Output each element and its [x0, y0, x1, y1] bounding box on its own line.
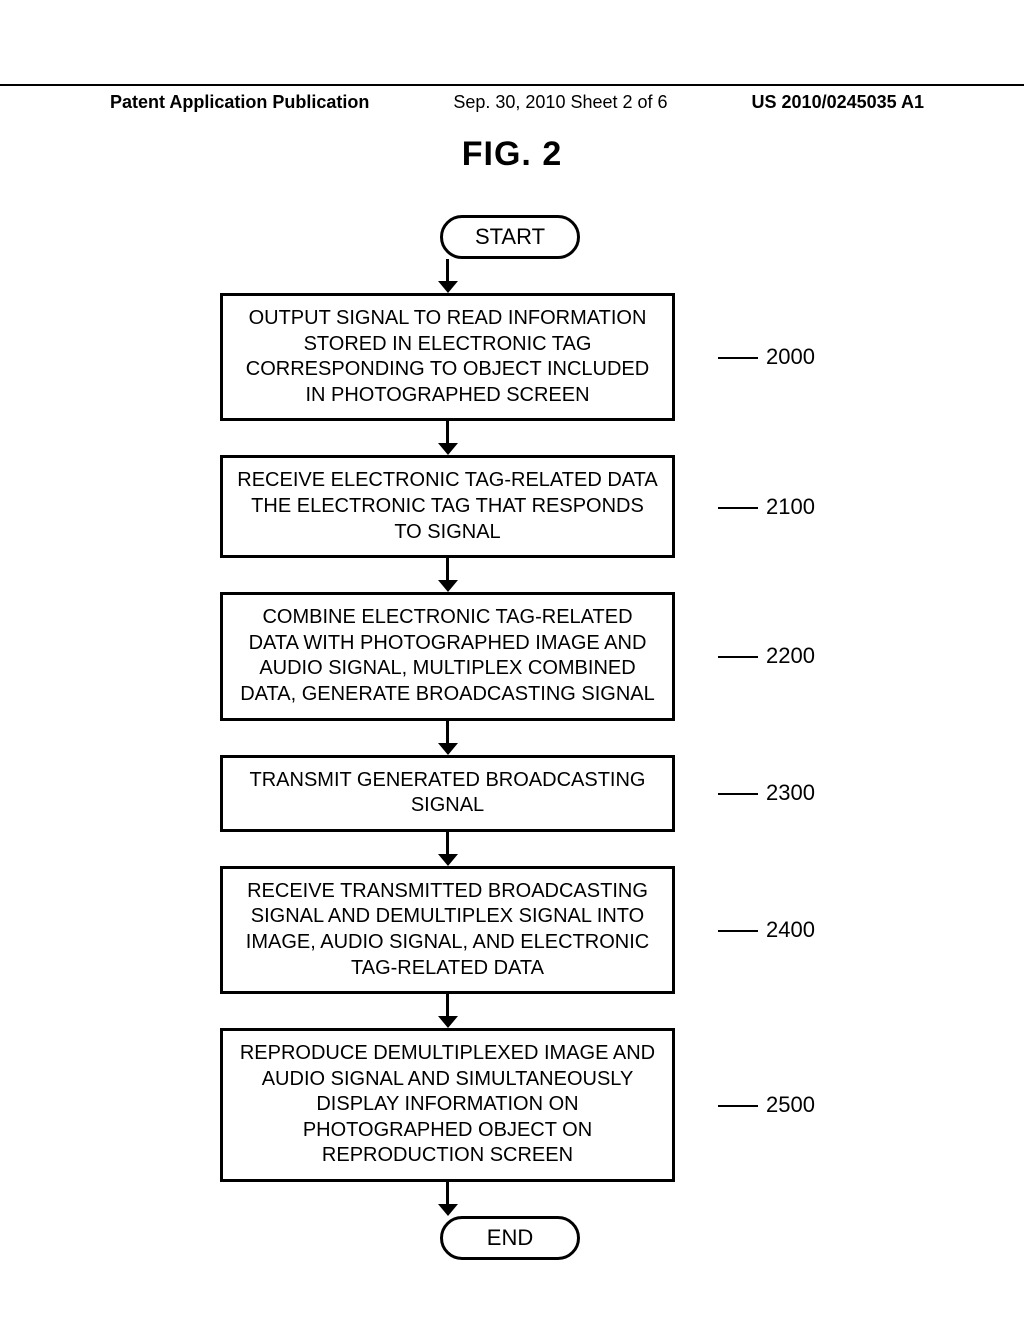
terminator-end-label: END [487, 1225, 533, 1251]
arrow [195, 558, 825, 592]
figure-title: FIG. 2 [0, 135, 1024, 174]
reference-numeral: 2100 [766, 494, 825, 520]
process-box: REPRODUCE DEMULTIPLEXED IMAGE AND AUDIO … [220, 1028, 675, 1182]
step-row: REPRODUCE DEMULTIPLEXED IMAGE AND AUDIO … [195, 1028, 825, 1182]
step-row: COMBINE ELECTRONIC TAG-RELATED DATA WITH… [195, 592, 825, 720]
reference-numeral: 2400 [766, 917, 825, 943]
reference-numeral: 2200 [766, 643, 825, 669]
step-row: RECEIVE ELECTRONIC TAG-RELATED DATA THE … [195, 455, 825, 558]
terminator-start-label: START [475, 224, 545, 250]
step-row: RECEIVE TRANSMITTED BROADCASTING SIGNAL … [195, 866, 825, 994]
process-box: RECEIVE TRANSMITTED BROADCASTING SIGNAL … [220, 866, 675, 994]
arrow [195, 421, 825, 455]
arrow [195, 1182, 825, 1216]
arrow [195, 994, 825, 1028]
process-box: OUTPUT SIGNAL TO READ INFORMATION STORED… [220, 293, 675, 421]
process-box: COMBINE ELECTRONIC TAG-RELATED DATA WITH… [220, 592, 675, 720]
terminator-start: START [440, 215, 580, 259]
header-publication: Patent Application Publication [110, 92, 369, 113]
step-row: TRANSMIT GENERATED BROADCASTING SIGNAL 2… [195, 755, 825, 832]
header-docnumber: US 2010/0245035 A1 [752, 92, 924, 113]
arrow [195, 721, 825, 755]
reference-numeral: 2500 [766, 1092, 825, 1118]
arrow [195, 259, 825, 293]
step-row: OUTPUT SIGNAL TO READ INFORMATION STORED… [195, 293, 825, 421]
header-date-sheet: Sep. 30, 2010 Sheet 2 of 6 [453, 92, 667, 113]
process-box: TRANSMIT GENERATED BROADCASTING SIGNAL [220, 755, 675, 832]
process-box: RECEIVE ELECTRONIC TAG-RELATED DATA THE … [220, 455, 675, 558]
arrow [195, 832, 825, 866]
reference-numeral: 2300 [766, 780, 825, 806]
flowchart: START OUTPUT SIGNAL TO READ INFORMATION … [195, 215, 825, 1260]
page-header: Patent Application Publication Sep. 30, … [0, 84, 1024, 113]
reference-numeral: 2000 [766, 344, 825, 370]
terminator-end: END [440, 1216, 580, 1260]
